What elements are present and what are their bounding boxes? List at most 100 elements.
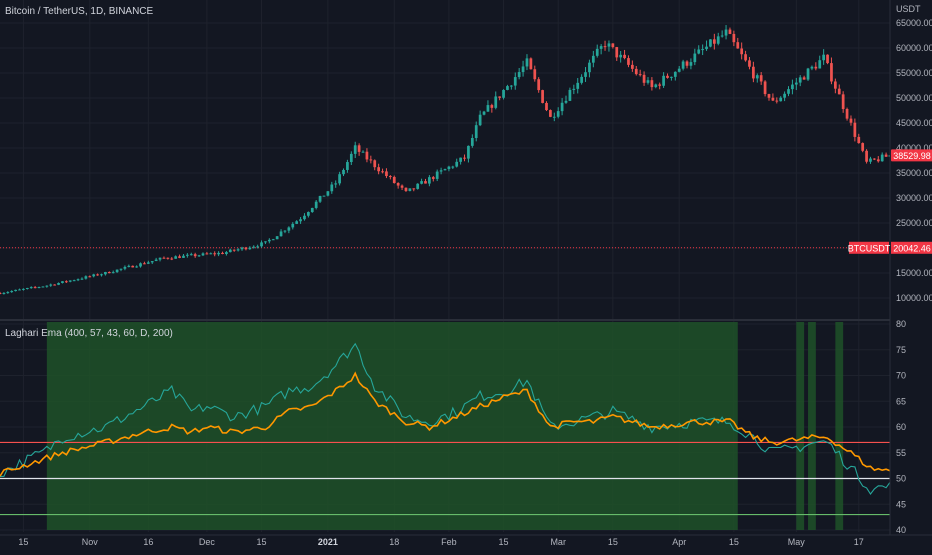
- candle-body: [631, 64, 634, 69]
- candle-body: [681, 61, 685, 69]
- candle-body: [873, 158, 876, 160]
- candle-body: [260, 242, 263, 247]
- candle-body: [588, 62, 591, 73]
- candle-body: [100, 274, 103, 276]
- candle-body: [865, 150, 868, 162]
- indicator-tick-label: 65: [896, 396, 906, 406]
- candle-body: [127, 265, 131, 267]
- candle-body: [166, 257, 170, 259]
- candle-body: [732, 33, 736, 43]
- candle-body: [385, 171, 388, 177]
- price-tick-label: 10000.00: [896, 293, 932, 303]
- signal-zone: [46, 322, 738, 530]
- candle-body: [689, 62, 693, 66]
- symbol-badge: [849, 241, 889, 254]
- indicator-title: Laghari Ema (400, 57, 43, 60, D, 200): [5, 328, 173, 339]
- candle-body: [346, 162, 349, 170]
- candle-body: [41, 286, 45, 288]
- candle-body: [334, 183, 338, 185]
- candle-body: [338, 174, 341, 184]
- candle-body: [752, 66, 755, 79]
- candle-body: [388, 176, 392, 178]
- candle-body: [252, 246, 256, 248]
- candle-body: [303, 215, 306, 220]
- candle-body: [646, 80, 650, 83]
- price-tick-label: 45000.00: [896, 118, 932, 128]
- candle-body: [884, 154, 888, 157]
- candle-body: [420, 181, 423, 184]
- candle-body: [525, 58, 529, 67]
- candle-body: [833, 81, 837, 89]
- candle-body: [131, 265, 135, 268]
- candle-body: [326, 191, 330, 196]
- candle-body: [486, 105, 490, 112]
- candle-body: [806, 68, 810, 80]
- candle-body: [2, 292, 6, 294]
- candle-body: [482, 111, 486, 115]
- candle-body: [673, 71, 677, 77]
- candle-body: [709, 39, 712, 47]
- symbol-price-badge: [891, 241, 932, 254]
- time-tick-label: May: [788, 537, 806, 547]
- candle-body: [869, 158, 872, 162]
- candle-body: [342, 169, 345, 175]
- candle-body: [264, 241, 267, 243]
- candle-body: [139, 263, 142, 267]
- candle-body: [291, 223, 295, 228]
- candle-body: [802, 77, 806, 80]
- candle-body: [439, 170, 443, 172]
- indicator-tick-label: 55: [896, 448, 906, 458]
- candle-body: [299, 219, 302, 222]
- indicator-tick-label: 70: [896, 371, 906, 381]
- candle-body: [314, 201, 318, 208]
- candle-body: [279, 231, 283, 237]
- candle-body: [724, 29, 728, 36]
- fast-ema-line: [0, 342, 891, 495]
- candle-body: [178, 256, 181, 258]
- candle-body: [857, 136, 861, 144]
- candle-body: [6, 292, 10, 294]
- time-tick-label: 2021: [318, 537, 338, 547]
- time-tick-label: Dec: [199, 537, 216, 547]
- candle-body: [369, 159, 373, 161]
- candle-body: [685, 61, 689, 66]
- indicator-tick-label: 50: [896, 474, 906, 484]
- candle-body: [330, 184, 334, 192]
- price-axis[interactable]: [890, 0, 932, 550]
- candle-body: [521, 66, 525, 73]
- candle-body: [283, 230, 287, 232]
- price-tick-label: 15000.00: [896, 268, 932, 278]
- candle-body: [287, 227, 291, 231]
- candle-body: [818, 60, 822, 69]
- candle-body: [49, 284, 53, 286]
- candle-body: [740, 48, 744, 55]
- candle-body: [197, 255, 201, 257]
- candle-body: [638, 74, 642, 76]
- time-tick-label: 16: [143, 537, 153, 547]
- candle-body: [404, 187, 408, 191]
- candle-body: [463, 157, 466, 159]
- candle-body: [767, 94, 771, 98]
- candle-body: [822, 54, 826, 61]
- candle-body: [826, 54, 829, 64]
- candle-body: [435, 171, 439, 179]
- candle-body: [615, 47, 619, 58]
- candle-body: [205, 253, 209, 255]
- candle-body: [603, 46, 607, 48]
- candle-body: [814, 66, 818, 69]
- candle-body: [716, 36, 720, 44]
- currency-label: USDT: [896, 4, 921, 14]
- candle-body: [225, 252, 228, 254]
- candle-body: [560, 102, 564, 112]
- time-tick-label: 15: [499, 537, 509, 547]
- candle-body: [478, 114, 482, 126]
- candle-body: [10, 291, 14, 293]
- candle-body: [248, 247, 252, 250]
- candle-body: [400, 185, 404, 188]
- candle-body: [580, 76, 583, 83]
- candle-body: [162, 257, 166, 259]
- candle-body: [798, 77, 802, 83]
- candle-body: [14, 289, 17, 292]
